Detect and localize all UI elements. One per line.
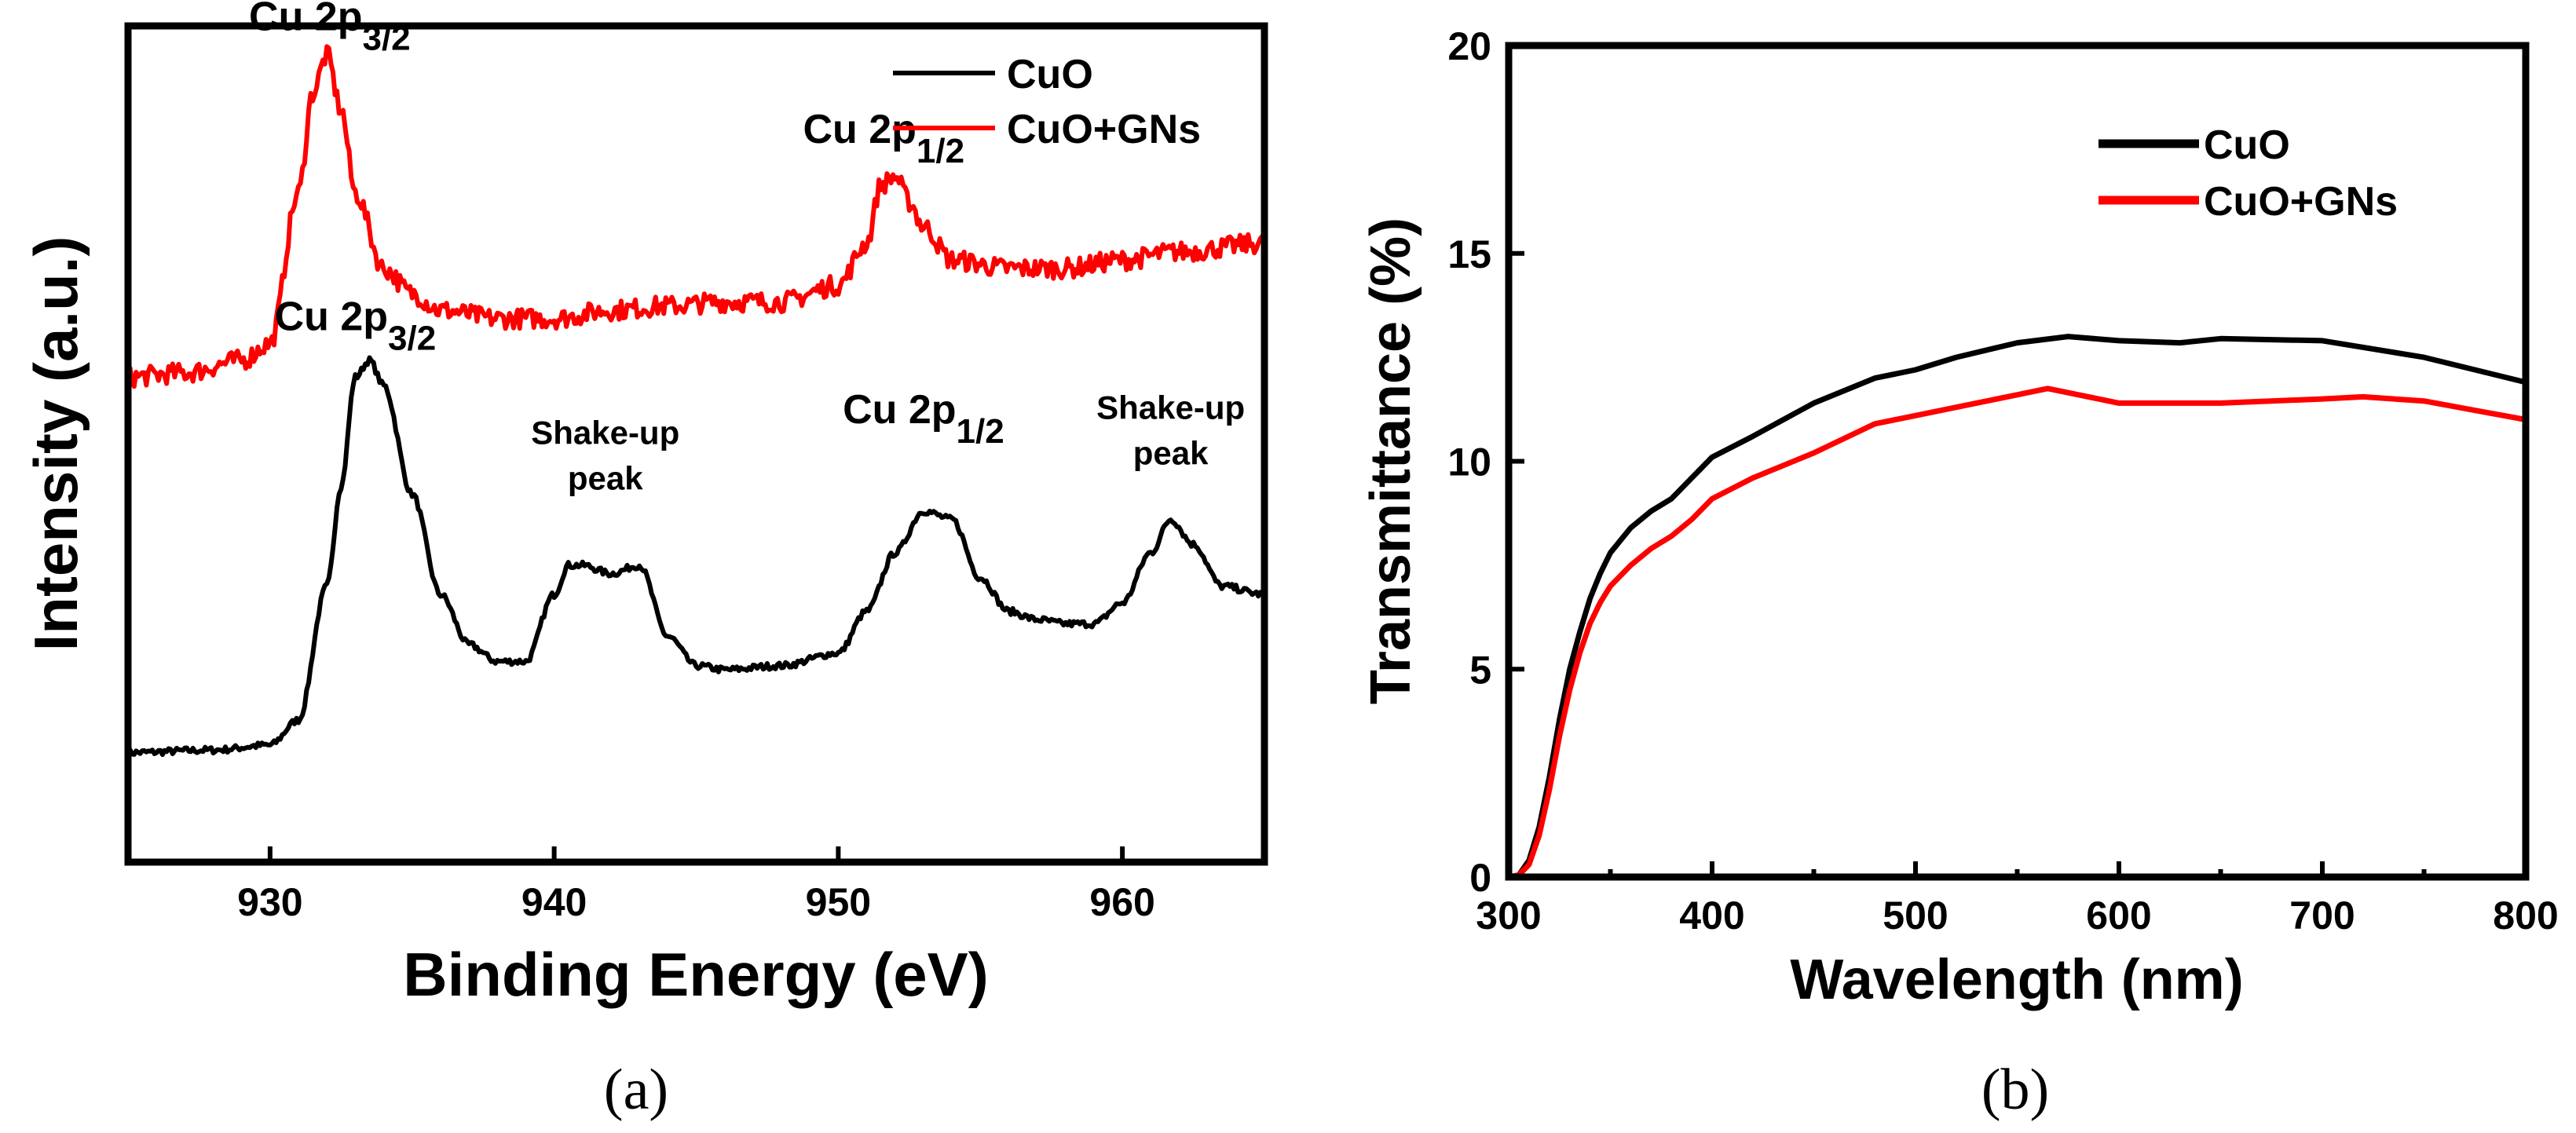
y-tick-label: 20 — [1447, 24, 1491, 68]
series-line-cuo-gns — [126, 44, 1267, 389]
panel-b-transmittance-chart: 300 400 500 600 700 800 0 5 10 15 20 CuO CuO+GNs W… — [1359, 24, 2559, 1122]
peak-annotation: Shake-up — [1096, 389, 1245, 426]
y-tick-label: 10 — [1447, 440, 1491, 484]
panel-a-y-axis-title: Intensity (a.u.) — [21, 236, 90, 652]
x-tick-label: 300 — [1476, 894, 1541, 937]
x-tick-label: 930 — [237, 880, 302, 924]
legend-label-cuo: CuO — [2204, 122, 2290, 168]
panel-a-legend: CuO CuO+GNs — [893, 52, 1201, 152]
x-tick-label: 950 — [806, 880, 871, 924]
y-tick-label: 5 — [1469, 648, 1491, 692]
peak-annotation: peak — [568, 460, 643, 497]
x-tick-label: 960 — [1089, 880, 1154, 924]
legend-label-cuo-gns: CuO+GNs — [1007, 107, 1201, 152]
x-tick-label: 700 — [2289, 894, 2355, 937]
peak-annotation: Cu 2p1/2 — [803, 107, 964, 170]
series-line-cuo-gns — [1508, 386, 2527, 880]
x-tick-label: 940 — [521, 880, 587, 924]
peak-annotation: Cu 2p1/2 — [843, 387, 1004, 451]
legend-label-cuo: CuO — [1007, 52, 1093, 97]
y-tick-label: 0 — [1469, 856, 1491, 900]
x-tick-label: 400 — [1679, 894, 1744, 937]
peak-annotation: Cu 2p3/2 — [275, 294, 437, 358]
panel-b-x-axis-title: Wavelength (nm) — [1790, 948, 2243, 1011]
panel-b-legend: CuO CuO+GNs — [2098, 122, 2398, 225]
panel-a-plot-frame — [124, 22, 1268, 866]
panel-a-x-axis-title: Binding Energy (eV) — [403, 940, 988, 1009]
x-tick-label: 600 — [2086, 894, 2151, 937]
peak-annotation: peak — [1133, 435, 1209, 472]
y-tick-label: 15 — [1447, 232, 1491, 276]
x-tick-label: 800 — [2493, 894, 2558, 937]
legend-label-cuo-gns: CuO+GNs — [2204, 179, 2398, 225]
peak-annotation: Shake-up — [531, 415, 679, 451]
series-line-cuo — [1508, 334, 2527, 880]
panel-b-plot-frame — [1505, 42, 2530, 881]
panel-b-caption: (b) — [1981, 1058, 2049, 1122]
panel-a-caption: (a) — [604, 1058, 668, 1122]
series-line-cuo — [126, 355, 1266, 758]
peak-annotation: Cu 2p3/2 — [249, 0, 411, 57]
x-tick-label: 500 — [1883, 894, 1948, 937]
panel-b-y-axis-title: Transmittance (%) — [1359, 217, 1422, 704]
panel-a-xps-chart: 930 940 950 960 Cu 2p3/2 Cu 2p1/2 Cu 2p3/2 Cu … — [21, 0, 1268, 1122]
